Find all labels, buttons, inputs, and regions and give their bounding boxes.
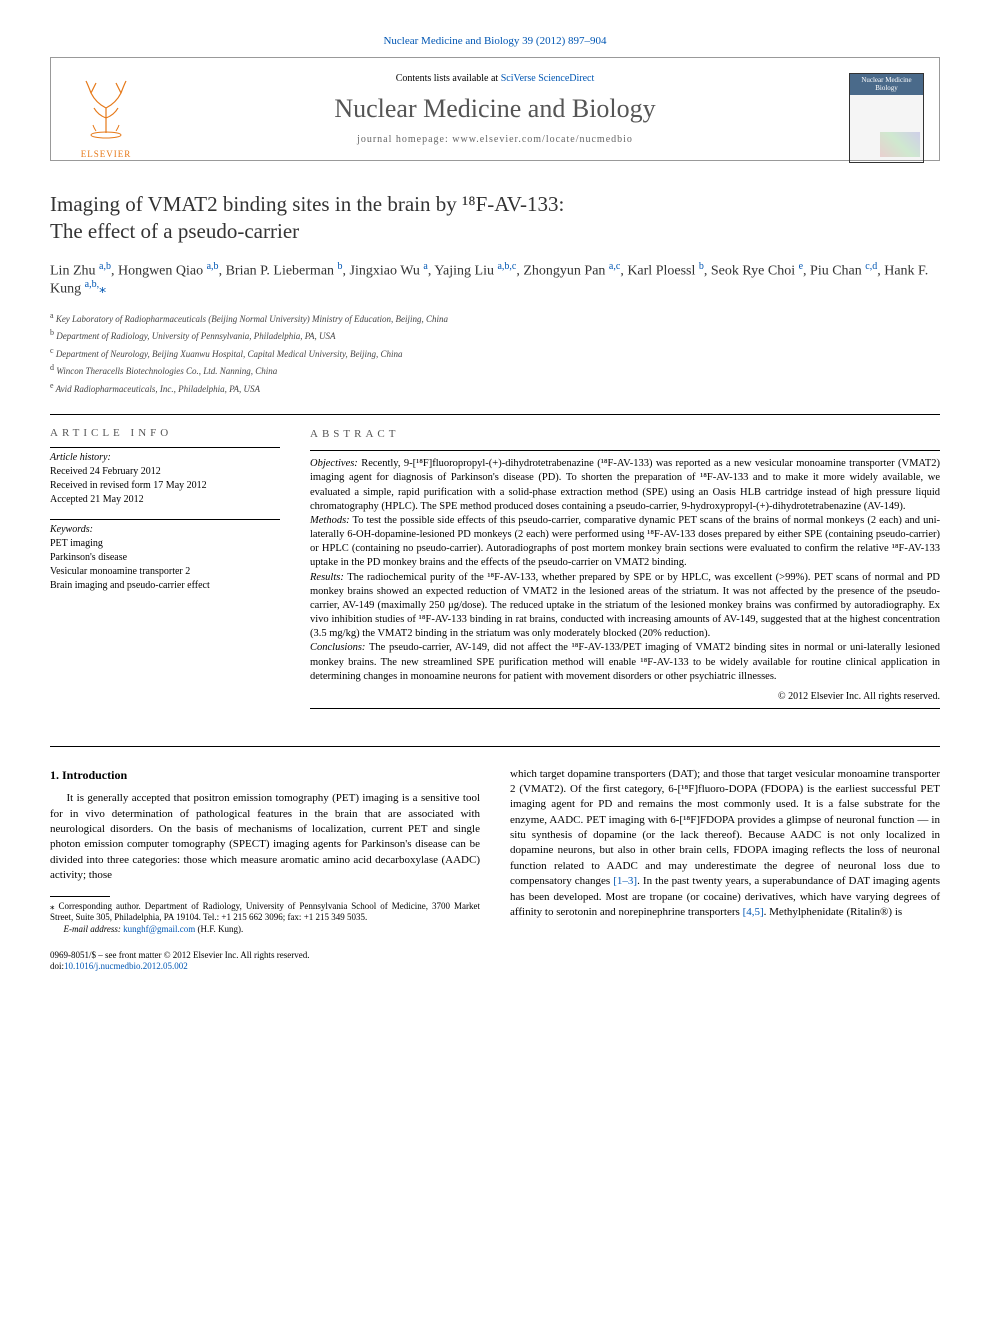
- issn-line: 0969-8051/$ – see front matter © 2012 El…: [50, 950, 480, 962]
- history-item: Accepted 21 May 2012: [50, 493, 280, 507]
- journal-homepage: journal homepage: www.elsevier.com/locat…: [171, 134, 819, 145]
- intro-para-1: It is generally accepted that positron e…: [50, 791, 480, 883]
- ref-link-4-5[interactable]: [4,5]: [743, 906, 764, 918]
- keyword-item: Parkinson's disease: [50, 551, 280, 565]
- email-label: E-mail address:: [64, 924, 121, 934]
- footnotes: ⁎ Corresponding author. Department of Ra…: [50, 901, 480, 936]
- abstract-heading: abstract: [310, 427, 940, 442]
- top-citation: Nuclear Medicine and Biology 39 (2012) 8…: [50, 35, 940, 47]
- results-text: The radiochemical purity of the ¹⁸F-AV-1…: [310, 572, 940, 640]
- keyword-item: Vesicular monoamine transporter 2: [50, 565, 280, 579]
- publisher-logo: ELSEVIER: [66, 73, 146, 163]
- journal-name: Nuclear Medicine and Biology: [171, 94, 819, 124]
- abstract-panel: abstract Objectives: Recently, 9-[¹⁸F]fl…: [310, 427, 940, 720]
- conclusions-text: The pseudo-carrier, AV-149, did not affe…: [310, 642, 940, 681]
- conclusions-label: Conclusions:: [310, 642, 365, 653]
- objectives-text: Recently, 9-[¹⁸F]fluoropropyl-(+)-dihydr…: [310, 458, 940, 512]
- affiliation-item: d Wincon Theracells Biotechnologies Co.,…: [50, 362, 940, 379]
- ref-link-1-3[interactable]: [1–3]: [613, 875, 637, 887]
- email-author-name: (H.F. Kung).: [197, 924, 243, 934]
- journal-header: ELSEVIER Nuclear Medicine Biology Conten…: [50, 57, 940, 161]
- affiliation-item: e Avid Radiopharmaceuticals, Inc., Phila…: [50, 380, 940, 397]
- keyword-item: Brain imaging and pseudo-carrier effect: [50, 579, 280, 593]
- article-info-heading: article info: [50, 427, 280, 439]
- affiliations: a Key Laboratory of Radiopharmaceuticals…: [50, 310, 940, 397]
- methods-label: Methods:: [310, 515, 350, 526]
- affiliation-item: c Department of Neurology, Beijing Xuanw…: [50, 345, 940, 362]
- abstract-copyright: © 2012 Elsevier Inc. All rights reserved…: [310, 690, 940, 704]
- cover-title: Nuclear Medicine Biology: [850, 74, 923, 95]
- article-info-panel: article info Article history: Received 2…: [50, 427, 280, 720]
- doi-link[interactable]: 10.1016/j.nucmedbio.2012.05.002: [64, 961, 188, 971]
- contents-line: Contents lists available at SciVerse Sci…: [171, 73, 819, 84]
- methods-text: To test the possible side effects of thi…: [310, 515, 940, 569]
- history-item: Received 24 February 2012: [50, 465, 280, 479]
- journal-cover-thumbnail: Nuclear Medicine Biology: [849, 73, 924, 163]
- intro-heading: 1. Introduction: [50, 767, 480, 784]
- page-footer: 0969-8051/$ – see front matter © 2012 El…: [50, 950, 480, 973]
- affiliation-item: b Department of Radiology, University of…: [50, 327, 940, 344]
- author-list: Lin Zhu a,b, Hongwen Qiao a,b, Brian P. …: [50, 261, 940, 298]
- results-label: Results:: [310, 572, 344, 583]
- keyword-item: PET imaging: [50, 537, 280, 551]
- objectives-label: Objectives:: [310, 458, 358, 469]
- top-citation-link[interactable]: Nuclear Medicine and Biology 39 (2012) 8…: [383, 35, 606, 47]
- email-link[interactable]: kunghf@gmail.com: [123, 924, 195, 934]
- body-text: 1. Introduction It is generally accepted…: [50, 767, 940, 974]
- sciencedirect-link[interactable]: SciVerse ScienceDirect: [501, 73, 595, 84]
- article-title: Imaging of VMAT2 binding sites in the br…: [50, 191, 940, 246]
- keywords-label: Keywords:: [50, 524, 280, 535]
- corresponding-author: ⁎ Corresponding author. Department of Ra…: [50, 901, 480, 924]
- affiliation-item: a Key Laboratory of Radiopharmaceuticals…: [50, 310, 940, 327]
- intro-para-2: which target dopamine transporters (DAT)…: [510, 767, 940, 921]
- history-label: Article history:: [50, 452, 280, 463]
- history-item: Received in revised form 17 May 2012: [50, 479, 280, 493]
- publisher-name: ELSEVIER: [66, 149, 146, 159]
- elsevier-tree-icon: [66, 73, 146, 143]
